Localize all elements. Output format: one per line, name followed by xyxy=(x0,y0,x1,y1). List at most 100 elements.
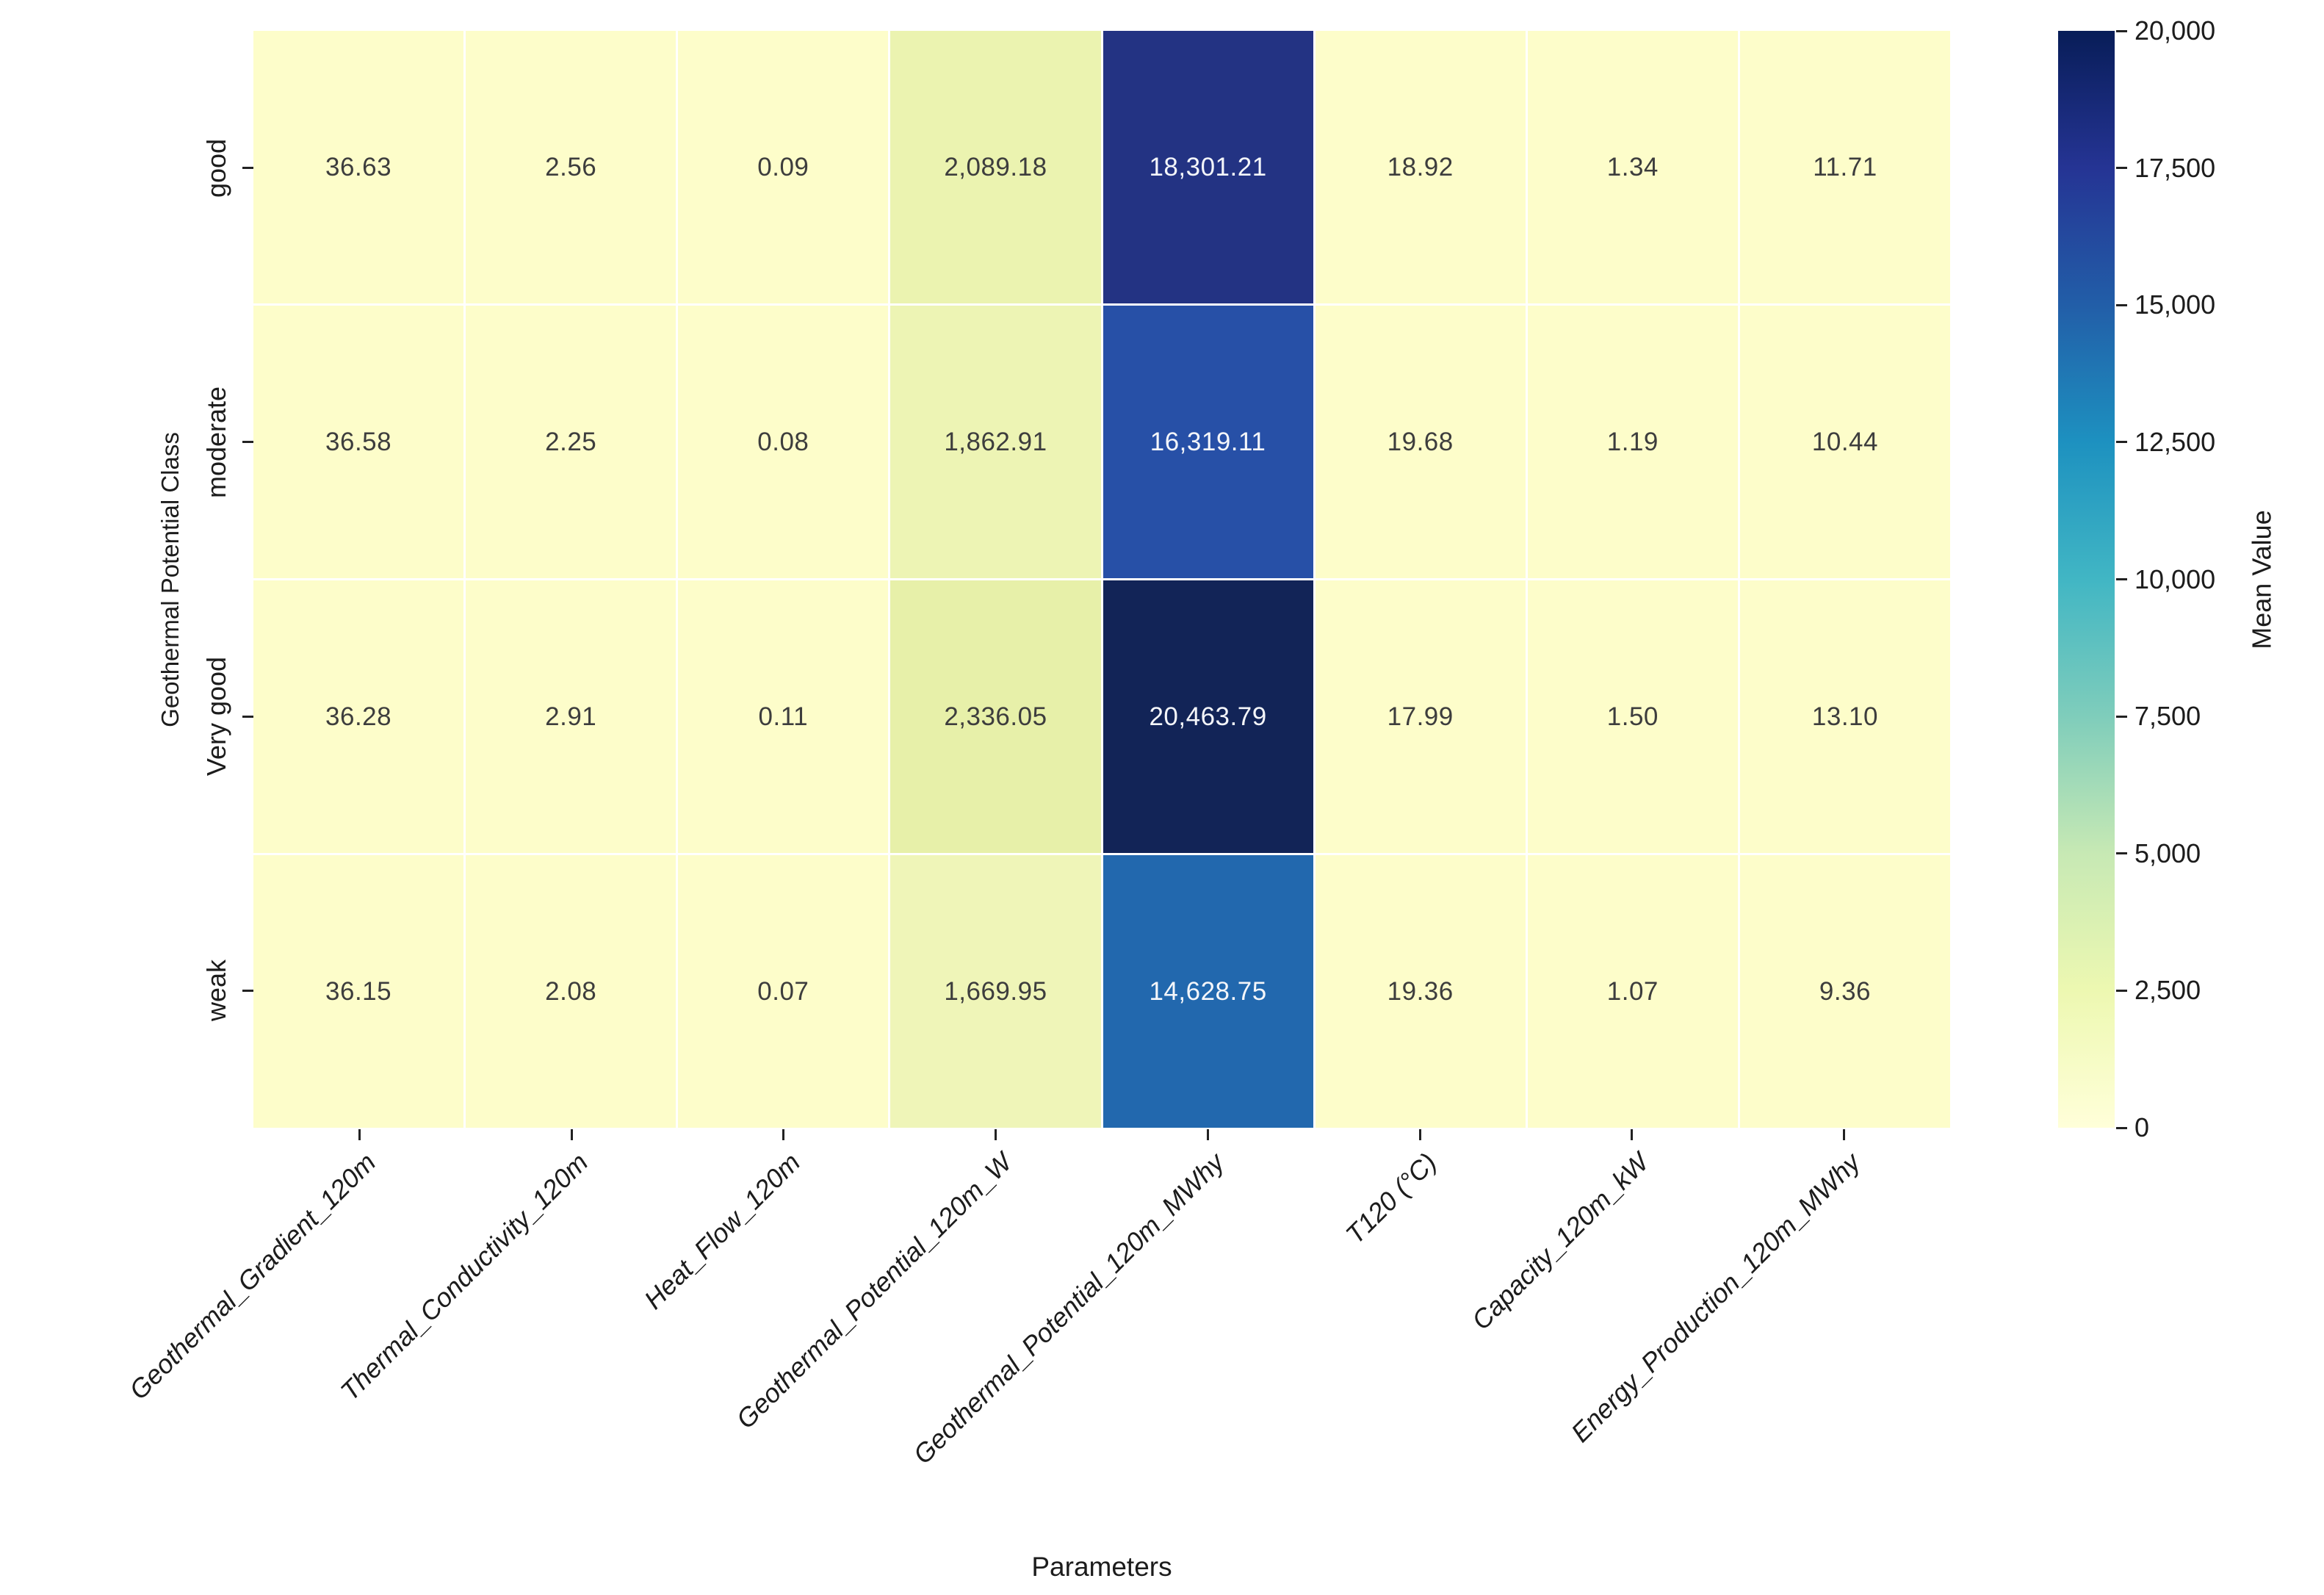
x-tick-mark xyxy=(1843,1129,1846,1140)
heatmap-cell: 18.92 xyxy=(1315,31,1526,303)
cell-value: 2.56 xyxy=(545,152,597,181)
heatmap-cell: 1,669.95 xyxy=(890,855,1101,1128)
heatmap-cell: 2.56 xyxy=(466,31,676,303)
colorbar-tick-label: 17,500 xyxy=(2134,152,2216,183)
cell-value: 36.63 xyxy=(325,152,392,181)
colorbar-tick-label: 2,500 xyxy=(2134,975,2201,1006)
heatmap-cell: 2,336.05 xyxy=(890,580,1101,853)
heatmap-cell: 36.15 xyxy=(253,855,464,1128)
colorbar-tick-mark xyxy=(2116,1126,2127,1129)
colorbar-tick-label: 10,000 xyxy=(2134,564,2216,594)
cell-value: 2,336.05 xyxy=(944,702,1047,731)
cell-value: 2.91 xyxy=(545,702,597,731)
y-axis-title-wrap: Geothermal Potential Class xyxy=(147,31,194,1128)
heatmap-cell: 2,089.18 xyxy=(890,31,1101,303)
y-tick-mark xyxy=(242,441,253,444)
cell-value: 1.07 xyxy=(1606,976,1659,1006)
cell-value: 1,862.91 xyxy=(944,427,1047,456)
y-tick-mark xyxy=(242,989,253,992)
heatmap-cell: 18,301.21 xyxy=(1103,31,1313,303)
cell-value: 36.15 xyxy=(325,976,392,1006)
x-tick-mark xyxy=(1631,1129,1634,1140)
cell-value: 18,301.21 xyxy=(1149,152,1267,181)
cell-value: 0.11 xyxy=(758,702,809,731)
colorbar-tick-mark xyxy=(2116,715,2127,718)
heatmap-cell: 16,319.11 xyxy=(1103,306,1313,578)
heatmap-cell: 19.36 xyxy=(1315,855,1526,1128)
colorbar-tick-label: 15,000 xyxy=(2134,289,2216,320)
x-tick-mark xyxy=(995,1129,997,1140)
colorbar-tick-mark xyxy=(2116,989,2127,992)
heatmap-cell: 2.91 xyxy=(466,580,676,853)
cell-value: 19.68 xyxy=(1387,427,1454,456)
colorbar-tick-mark xyxy=(2116,29,2127,32)
heatmap-cell: 36.28 xyxy=(253,580,464,853)
heatmap-cell: 9.36 xyxy=(1739,855,1950,1128)
x-axis-title: Parameters xyxy=(1031,1552,1172,1582)
cell-value: 14,628.75 xyxy=(1149,976,1267,1006)
x-tick-mark xyxy=(782,1129,785,1140)
x-tick-mark xyxy=(1418,1129,1421,1140)
heatmap-cell: 0.07 xyxy=(678,855,889,1128)
x-tick-label: T120 (°C) xyxy=(1339,1147,1443,1250)
cell-value: 16,319.11 xyxy=(1150,427,1266,456)
cell-value: 36.28 xyxy=(325,702,392,731)
y-tick-label-wrap: weak xyxy=(193,854,240,1128)
cell-value: 1,669.95 xyxy=(944,976,1047,1006)
colorbar-tick-mark xyxy=(2116,167,2127,170)
heatmap-cell: 13.10 xyxy=(1739,580,1950,853)
heatmap-cell: 1.07 xyxy=(1527,855,1738,1128)
heatmap-cell: 1.50 xyxy=(1527,580,1738,853)
cell-value: 20,463.79 xyxy=(1149,702,1267,731)
cell-value: 17.99 xyxy=(1387,702,1454,731)
colorbar-title-wrap: Mean Value xyxy=(2239,31,2286,1128)
cell-value: 9.36 xyxy=(1819,976,1871,1006)
colorbar-title: Mean Value xyxy=(2247,509,2277,649)
y-tick-label: Very good xyxy=(201,657,231,777)
colorbar-tick-label: 20,000 xyxy=(2134,15,2216,46)
cell-value: 2.08 xyxy=(545,976,597,1006)
x-tick-mark xyxy=(358,1129,361,1140)
heatmap-cell: 14,628.75 xyxy=(1103,855,1313,1128)
heatmap-cell: 36.63 xyxy=(253,31,464,303)
x-tick-mark xyxy=(570,1129,573,1140)
cell-value: 1.50 xyxy=(1606,702,1659,731)
cell-value: 13.10 xyxy=(1811,702,1878,731)
colorbar-tick-mark xyxy=(2116,578,2127,580)
heatmap-cell: 19.68 xyxy=(1315,306,1526,578)
cell-value: 1.34 xyxy=(1606,152,1659,181)
cell-value: 18.92 xyxy=(1387,152,1454,181)
y-tick-label: good xyxy=(201,138,231,198)
x-tick-label: Heat_Flow_120m xyxy=(638,1147,806,1315)
cell-value: 0.08 xyxy=(757,427,809,456)
heatmap-cell: 11.71 xyxy=(1739,31,1950,303)
heatmap-grid: 36.63 2.56 0.09 2,089.18 18,301.21 18.92 1.34 1… xyxy=(253,31,1950,1128)
cell-value: 2.25 xyxy=(545,427,597,456)
heatmap-cell: 0.11 xyxy=(678,580,889,853)
heatmap-cell: 17.99 xyxy=(1315,580,1526,853)
colorbar-tick-mark xyxy=(2116,303,2127,306)
heatmap-cell: 0.09 xyxy=(678,31,889,303)
colorbar-tick-label: 12,500 xyxy=(2134,426,2216,457)
heatmap-cell: 2.25 xyxy=(466,306,676,578)
y-tick-label-wrap: Very good xyxy=(193,580,240,854)
y-tick-label: weak xyxy=(201,959,232,1022)
x-tick-label: Capacity_120m_kW xyxy=(1465,1147,1655,1336)
cell-value: 0.07 xyxy=(757,976,809,1006)
colorbar-tick-mark xyxy=(2116,441,2127,444)
heatmap-cell: 20,463.79 xyxy=(1103,580,1313,853)
heatmap-cell: 36.58 xyxy=(253,306,464,578)
heatmap-cell: 1.19 xyxy=(1527,306,1738,578)
colorbar-tick-label: 7,500 xyxy=(2134,701,2201,732)
cell-value: 0.09 xyxy=(757,152,809,181)
colorbar-tick-mark xyxy=(2116,852,2127,855)
cell-value: 19.36 xyxy=(1387,976,1454,1006)
x-tick-label: Thermal_Conductivity_120m xyxy=(334,1147,594,1407)
cell-value: 10.44 xyxy=(1811,427,1878,456)
colorbar-gradient xyxy=(2058,31,2115,1128)
y-tick-mark xyxy=(242,167,253,170)
x-tick-label: Geothermal_Gradient_120m xyxy=(123,1147,382,1405)
cell-value: 1.19 xyxy=(1606,427,1659,456)
heatmap-cell: 0.08 xyxy=(678,306,889,578)
